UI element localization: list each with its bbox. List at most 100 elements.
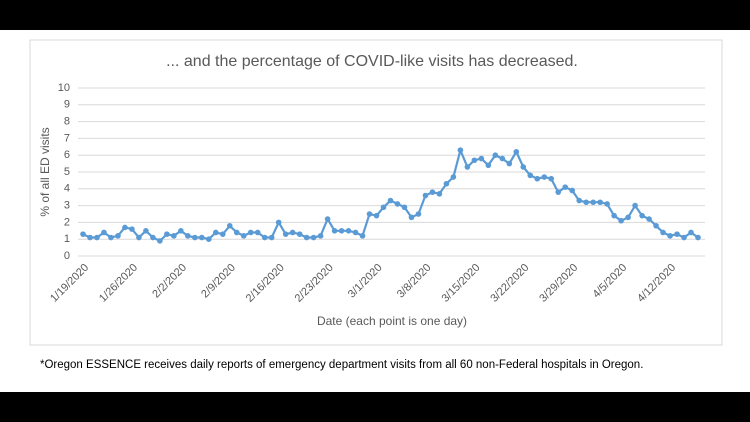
y-tick-label: 7 xyxy=(64,132,70,144)
data-point xyxy=(450,174,457,180)
data-point xyxy=(178,228,184,234)
data-point xyxy=(366,211,373,217)
data-point xyxy=(282,231,289,237)
data-point xyxy=(226,222,233,229)
data-point xyxy=(443,180,450,187)
data-point xyxy=(380,204,387,211)
y-tick-label: 0 xyxy=(64,250,70,262)
data-point xyxy=(653,222,659,229)
data-point xyxy=(408,214,415,221)
data-point xyxy=(171,233,177,239)
data-point xyxy=(681,234,687,241)
data-point xyxy=(108,234,114,241)
data-point xyxy=(639,212,645,219)
data-point xyxy=(205,236,212,242)
data-point xyxy=(499,155,506,162)
data-point xyxy=(492,152,499,158)
data-point xyxy=(136,234,142,241)
data-point xyxy=(422,192,429,199)
data-point xyxy=(212,229,219,236)
data-point xyxy=(275,219,282,226)
data-point xyxy=(485,162,492,169)
y-tick-label: 6 xyxy=(64,149,70,161)
data-point xyxy=(597,199,603,206)
data-point xyxy=(373,212,380,219)
y-tick-label: 10 xyxy=(58,82,70,94)
y-tick-label: 2 xyxy=(64,216,70,228)
data-point xyxy=(352,229,359,236)
data-point xyxy=(415,211,422,217)
data-point xyxy=(464,164,471,170)
data-point xyxy=(646,216,652,222)
y-tick-label: 9 xyxy=(64,99,70,111)
data-point xyxy=(471,157,478,164)
data-point xyxy=(317,233,324,239)
data-point xyxy=(324,216,331,222)
data-point xyxy=(185,233,191,239)
data-point xyxy=(513,149,520,155)
data-point xyxy=(478,155,485,162)
data-point xyxy=(590,199,596,206)
data-point xyxy=(401,204,408,211)
data-point xyxy=(583,199,589,206)
data-point xyxy=(303,234,310,241)
chart-border xyxy=(29,39,723,346)
x-axis-label: Date (each point is one day) xyxy=(317,314,467,328)
y-axis-label: % of all ED visits xyxy=(38,127,52,216)
data-point xyxy=(345,228,352,234)
data-point xyxy=(436,191,443,197)
data-point xyxy=(233,229,240,236)
data-point xyxy=(562,184,569,190)
data-point xyxy=(296,231,303,237)
data-point xyxy=(618,217,624,224)
data-point xyxy=(611,212,617,219)
data-point xyxy=(261,234,268,241)
data-point xyxy=(115,233,121,239)
data-point xyxy=(674,231,680,237)
data-point xyxy=(387,197,394,204)
data-point xyxy=(604,201,610,207)
data-point xyxy=(199,234,205,241)
data-point xyxy=(240,233,247,239)
data-point xyxy=(122,224,128,231)
data-point xyxy=(268,234,275,241)
background xyxy=(0,30,750,392)
data-point xyxy=(576,197,582,204)
y-tick-label: 4 xyxy=(64,183,70,195)
data-point xyxy=(254,229,261,236)
data-point xyxy=(219,231,226,237)
footnote: *Oregon ESSENCE receives daily reports o… xyxy=(40,359,643,371)
data-point xyxy=(660,229,666,236)
data-point xyxy=(555,189,562,195)
data-point xyxy=(87,234,93,241)
data-point xyxy=(527,172,534,179)
data-point xyxy=(541,174,548,180)
data-point xyxy=(192,234,198,241)
data-point xyxy=(157,238,163,244)
data-point xyxy=(331,228,338,234)
data-point xyxy=(506,160,513,167)
data-point xyxy=(394,201,401,207)
y-tick-label: 1 xyxy=(64,233,70,245)
data-point xyxy=(129,226,135,232)
data-point xyxy=(289,229,296,236)
data-point xyxy=(632,202,638,209)
data-point xyxy=(457,147,464,153)
data-point xyxy=(150,234,156,241)
data-point xyxy=(534,175,541,182)
data-point xyxy=(94,234,100,241)
data-point xyxy=(310,234,317,241)
data-point xyxy=(548,175,555,182)
data-point xyxy=(164,231,170,237)
y-tick-label: 5 xyxy=(64,166,70,178)
data-point xyxy=(625,214,631,221)
data-point xyxy=(429,189,436,195)
y-tick-label: 8 xyxy=(64,116,70,128)
data-point xyxy=(695,234,701,241)
data-point xyxy=(667,233,673,239)
data-point xyxy=(80,231,86,237)
data-point xyxy=(520,164,527,170)
data-point xyxy=(101,229,107,236)
